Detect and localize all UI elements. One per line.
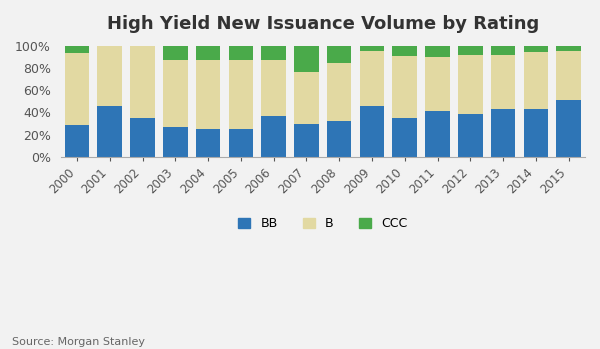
Bar bbox=[229, 46, 253, 60]
Bar bbox=[65, 125, 89, 157]
Title: High Yield New Issuance Volume by Rating: High Yield New Issuance Volume by Rating bbox=[107, 15, 539, 33]
Bar bbox=[294, 72, 319, 124]
Bar bbox=[556, 46, 581, 51]
Bar bbox=[392, 118, 417, 157]
Bar bbox=[294, 46, 319, 72]
Bar bbox=[327, 64, 352, 121]
Bar bbox=[458, 54, 482, 113]
Bar bbox=[458, 113, 482, 157]
Bar bbox=[425, 57, 450, 111]
Bar bbox=[491, 46, 515, 54]
Bar bbox=[556, 51, 581, 100]
Bar bbox=[196, 60, 220, 129]
Bar bbox=[262, 116, 286, 157]
Bar bbox=[130, 118, 155, 157]
Bar bbox=[524, 109, 548, 157]
Bar bbox=[97, 46, 122, 106]
Bar bbox=[65, 53, 89, 125]
Bar bbox=[556, 100, 581, 157]
Bar bbox=[458, 46, 482, 54]
Bar bbox=[524, 52, 548, 109]
Bar bbox=[262, 46, 286, 60]
Bar bbox=[163, 60, 188, 127]
Bar bbox=[327, 121, 352, 157]
Bar bbox=[425, 46, 450, 57]
Bar bbox=[294, 124, 319, 157]
Bar bbox=[262, 60, 286, 116]
Bar bbox=[97, 106, 122, 157]
Bar bbox=[196, 129, 220, 157]
Bar bbox=[196, 46, 220, 60]
Bar bbox=[229, 60, 253, 129]
Bar bbox=[327, 46, 352, 64]
Bar bbox=[392, 56, 417, 118]
Bar bbox=[392, 46, 417, 56]
Bar bbox=[359, 106, 384, 157]
Bar bbox=[163, 46, 188, 60]
Legend: BB, B, CCC: BB, B, CCC bbox=[233, 212, 413, 235]
Bar bbox=[359, 46, 384, 51]
Bar bbox=[425, 111, 450, 157]
Bar bbox=[130, 46, 155, 118]
Bar bbox=[229, 129, 253, 157]
Bar bbox=[65, 46, 89, 53]
Bar bbox=[491, 109, 515, 157]
Bar bbox=[491, 54, 515, 109]
Bar bbox=[163, 127, 188, 157]
Bar bbox=[359, 51, 384, 106]
Bar bbox=[524, 46, 548, 52]
Text: Source: Morgan Stanley: Source: Morgan Stanley bbox=[12, 337, 145, 347]
